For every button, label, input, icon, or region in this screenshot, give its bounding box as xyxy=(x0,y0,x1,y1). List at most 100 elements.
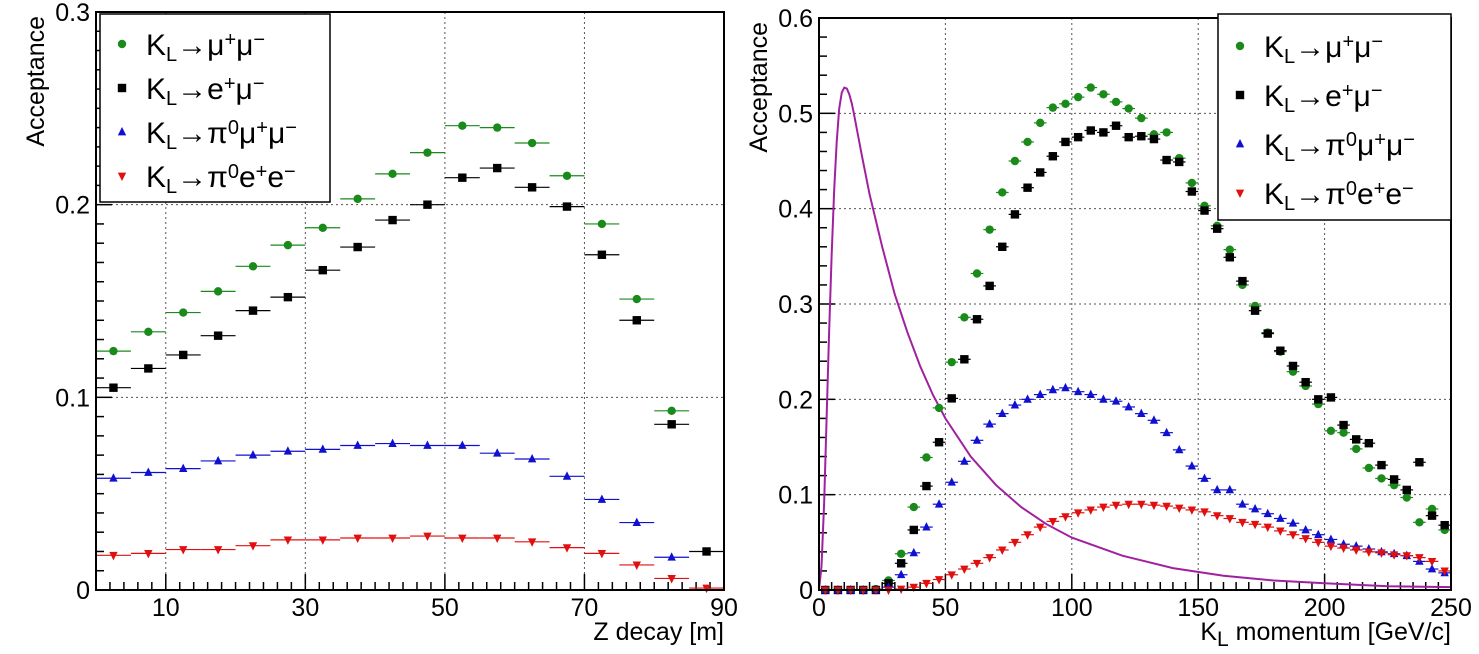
legend-entry-part: μ xyxy=(1357,129,1374,162)
data-point xyxy=(1111,97,1121,107)
data-point xyxy=(318,444,327,453)
data-point xyxy=(1137,132,1146,141)
y-tick-label: 0 xyxy=(76,577,90,605)
data-point xyxy=(896,549,906,558)
data-point xyxy=(1124,104,1133,113)
x-tick-label: 0 xyxy=(812,594,826,622)
legend-marker xyxy=(117,83,127,93)
x-tick-label: 30 xyxy=(291,594,319,622)
data-point xyxy=(1111,396,1121,405)
data-point xyxy=(1427,511,1437,520)
data-point xyxy=(960,313,969,322)
data-point xyxy=(144,467,153,476)
legend-entry-part: 0 xyxy=(1346,178,1357,200)
data-point xyxy=(1048,103,1058,112)
y-tick-label: 0 xyxy=(799,577,813,605)
data-point xyxy=(1149,501,1159,511)
legend-entry-part: 0 xyxy=(228,161,239,183)
data-point xyxy=(702,584,711,594)
data-point xyxy=(1377,549,1386,558)
data-point xyxy=(985,281,994,291)
legend-entry-part: →π xyxy=(177,161,228,194)
data-point xyxy=(934,403,944,413)
data-point xyxy=(1440,520,1449,530)
legend-entry-part: →μ xyxy=(177,29,224,62)
legend-entry-part: μ xyxy=(236,29,253,62)
data-point xyxy=(109,473,118,482)
legend: KL→μ+μ−KL→e+μ−KL→π0μ+μ−KL→π0e+e− xyxy=(99,13,331,203)
y-tick-label: 0.1 xyxy=(778,482,813,510)
data-point xyxy=(318,223,327,232)
data-point xyxy=(1402,485,1411,495)
x-tick-label: 70 xyxy=(571,594,599,622)
data-point xyxy=(1352,444,1361,454)
legend-entry-part: − xyxy=(1402,178,1414,200)
data-point xyxy=(1111,501,1121,511)
data-point xyxy=(667,575,676,584)
data-point xyxy=(1352,435,1361,444)
legend-entry-part: + xyxy=(1342,31,1354,53)
y-tick-label: 0.1 xyxy=(55,384,90,412)
data-point xyxy=(1238,518,1247,528)
data-point xyxy=(1263,329,1272,338)
data-point xyxy=(1276,513,1285,522)
legend-entry-part: e xyxy=(239,161,256,194)
plot-frame xyxy=(95,11,725,591)
data-point xyxy=(1137,113,1146,123)
legend-entry-label: KL→π0μ+μ− xyxy=(1264,129,1415,166)
data-point xyxy=(1187,461,1197,470)
legend-entry-part: − xyxy=(1371,31,1383,53)
data-point xyxy=(1124,500,1133,510)
data-point xyxy=(388,215,397,225)
legend-entry-part: →μ xyxy=(1295,31,1342,64)
data-point xyxy=(1301,377,1310,387)
data-point xyxy=(283,240,293,250)
data-point xyxy=(1061,137,1070,147)
data-point xyxy=(1187,187,1197,196)
legend-entry-part: μ xyxy=(268,117,285,150)
data-point xyxy=(1389,475,1399,484)
data-point xyxy=(1238,499,1247,508)
data-point xyxy=(353,242,362,252)
data-point xyxy=(947,394,956,403)
legend-entry-label: KL→π0e+e− xyxy=(1264,178,1414,215)
data-point xyxy=(1048,152,1058,161)
data-point xyxy=(1250,520,1260,530)
data-point xyxy=(972,269,982,278)
data-point xyxy=(1276,527,1285,536)
data-point xyxy=(562,471,572,480)
legend-entry-part: − xyxy=(253,73,265,95)
data-point xyxy=(1086,506,1095,515)
data-point xyxy=(562,202,572,211)
data-point xyxy=(1402,552,1411,561)
data-point xyxy=(1415,458,1424,467)
data-point xyxy=(667,406,676,416)
data-point xyxy=(109,551,118,561)
data-point xyxy=(1389,551,1399,560)
data-point xyxy=(144,549,153,559)
legend-entry-part: K xyxy=(1264,178,1284,211)
legend-entry-part: K xyxy=(146,29,166,62)
data-point xyxy=(1099,90,1108,99)
data-point xyxy=(1377,460,1386,470)
data-point xyxy=(562,544,572,553)
data-point xyxy=(423,200,432,209)
legend-entry-part: K xyxy=(1264,31,1284,64)
legend-entry-part: L xyxy=(1284,95,1295,117)
data-point xyxy=(527,453,537,463)
data-point xyxy=(1162,128,1171,137)
legend-entry-part: L xyxy=(1284,144,1295,166)
legend-entry-part: μ xyxy=(1386,129,1403,162)
data-point xyxy=(597,494,607,503)
data-point xyxy=(213,331,223,340)
data-point xyxy=(1162,155,1171,165)
data-point xyxy=(1187,506,1197,515)
data-point xyxy=(318,265,327,275)
legend-entry-part: − xyxy=(1403,129,1415,151)
data-point xyxy=(597,250,607,259)
x-axis-title: Z decay [m] xyxy=(593,618,724,646)
data-point xyxy=(562,171,572,180)
data-point xyxy=(1036,389,1045,398)
data-point xyxy=(632,294,641,304)
data-point xyxy=(1023,137,1032,147)
